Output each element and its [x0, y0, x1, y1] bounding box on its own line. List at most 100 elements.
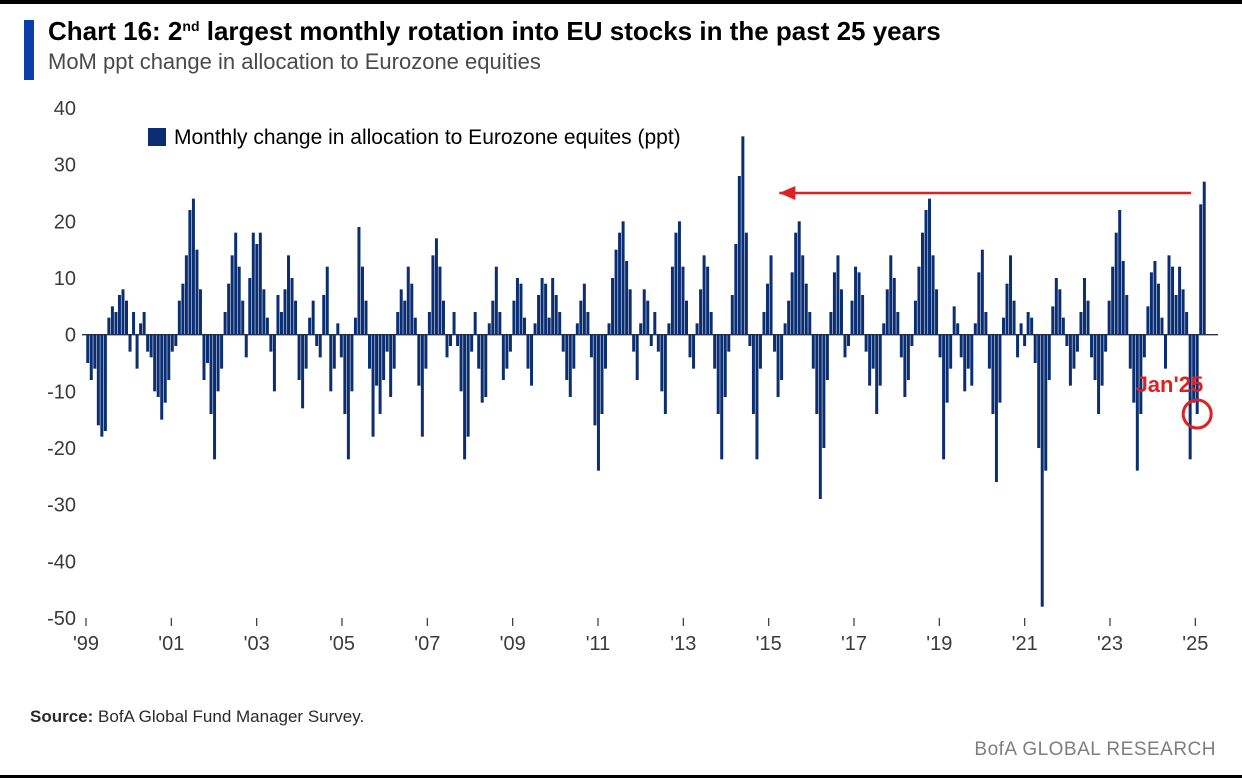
bar	[808, 312, 811, 335]
bar	[1090, 335, 1093, 358]
bar	[435, 238, 438, 334]
bar	[298, 335, 301, 380]
bar	[519, 284, 522, 335]
bar	[315, 335, 318, 346]
bar	[1157, 284, 1160, 335]
bar	[1087, 301, 1090, 335]
bar	[643, 289, 646, 334]
bar	[269, 335, 272, 352]
bar	[305, 335, 308, 369]
bar	[1185, 312, 1188, 335]
bar	[738, 176, 741, 335]
bar	[974, 323, 977, 334]
bar	[826, 335, 829, 380]
bar	[879, 335, 882, 386]
bar	[685, 301, 688, 335]
source-text: BofA Global Fund Manager Survey.	[93, 707, 364, 726]
bar	[1175, 295, 1178, 335]
bar	[136, 335, 139, 369]
bar	[1108, 301, 1111, 335]
bar	[932, 255, 935, 334]
bar	[586, 312, 589, 335]
chart-title: Chart 16: 2nd largest monthly rotation i…	[48, 16, 1218, 47]
bar	[555, 295, 558, 335]
bar	[829, 312, 832, 335]
bar	[731, 295, 734, 335]
bar	[255, 244, 258, 335]
bar	[766, 284, 769, 335]
bar	[706, 267, 709, 335]
bar	[474, 312, 477, 335]
y-tick-label: -20	[47, 438, 76, 460]
bar	[1062, 318, 1065, 335]
bar	[562, 335, 565, 352]
bar	[1094, 335, 1097, 380]
x-tick-label: '03	[244, 633, 270, 655]
title-sup: nd	[182, 18, 199, 34]
bar	[636, 335, 639, 380]
bar	[150, 335, 153, 358]
bar	[291, 278, 294, 335]
bar	[428, 312, 431, 335]
bar	[438, 267, 441, 335]
bar	[1122, 261, 1125, 335]
bar	[326, 267, 329, 335]
bar	[333, 335, 336, 369]
bar	[893, 278, 896, 335]
bar	[322, 295, 325, 335]
bar	[143, 312, 146, 335]
bar	[417, 335, 420, 386]
bar	[854, 267, 857, 335]
bar	[1097, 335, 1100, 414]
bar	[421, 335, 424, 437]
bar	[449, 335, 452, 346]
bar	[1083, 278, 1086, 335]
bar	[889, 255, 892, 334]
bar	[1002, 318, 1005, 335]
y-tick-label: -40	[47, 551, 76, 573]
bar	[1129, 335, 1132, 369]
bar	[907, 335, 910, 380]
bar	[988, 335, 991, 369]
y-tick-label: -30	[47, 495, 76, 517]
x-tick-label: '23	[1097, 633, 1123, 655]
bar	[791, 272, 794, 334]
bar	[939, 335, 942, 358]
bar	[664, 335, 667, 414]
bar	[724, 335, 727, 397]
bar	[1101, 335, 1104, 386]
bar	[569, 335, 572, 397]
bar	[608, 323, 611, 334]
bar	[819, 335, 822, 499]
bar	[674, 233, 677, 335]
bar	[1182, 289, 1185, 334]
y-tick-label: 10	[54, 268, 76, 290]
bar	[1199, 204, 1202, 334]
bar	[843, 335, 846, 358]
bar	[1013, 301, 1016, 335]
source-line: Source: BofA Global Fund Manager Survey.	[30, 707, 364, 727]
bar	[604, 335, 607, 369]
bar	[477, 335, 480, 369]
bar	[1023, 335, 1026, 346]
x-tick-label: '01	[158, 633, 184, 655]
bar	[886, 289, 889, 334]
y-tick-label: 0	[65, 325, 76, 347]
bar	[1111, 267, 1114, 335]
bar	[1104, 335, 1107, 352]
x-tick-label: '07	[414, 633, 440, 655]
x-tick-label: '15	[756, 633, 782, 655]
bar	[925, 210, 928, 335]
bar	[784, 323, 787, 334]
bar	[537, 295, 540, 335]
bar	[590, 335, 593, 358]
bar	[1171, 267, 1174, 335]
bar	[301, 335, 304, 409]
bar	[365, 301, 368, 335]
bar	[153, 335, 156, 392]
bar	[660, 335, 663, 392]
bar	[231, 255, 234, 334]
bar	[210, 335, 213, 414]
bar	[287, 255, 290, 334]
bar	[935, 289, 938, 334]
